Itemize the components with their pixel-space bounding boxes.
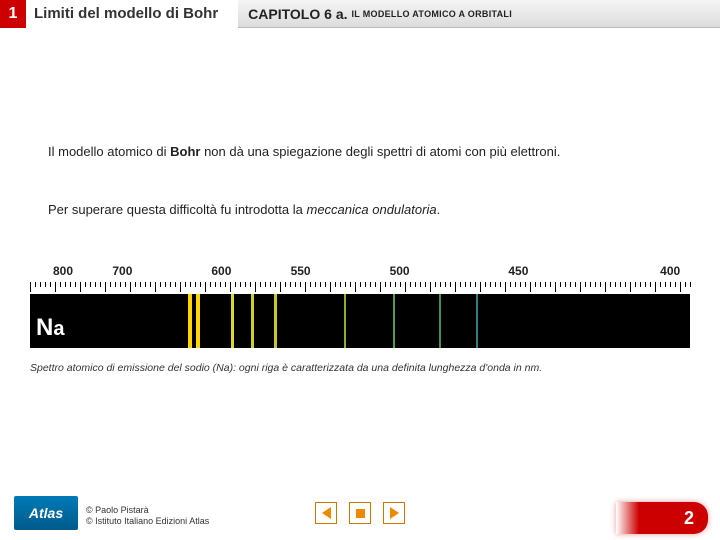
p2-pre: Per superare questa difficoltà fu introd… [48,202,306,217]
ruler-ticks [30,282,690,294]
section-title: Limiti del modello di Bohr [26,0,238,28]
body-content: Il modello atomico di Bohr non dà una sp… [0,143,720,219]
emission-spectrum: Na [30,282,690,348]
chapter-bar: CAPITOLO 6 a. IL MODELLO ATOMICO A ORBIT… [238,0,720,28]
emission-line [188,294,192,348]
slide-number: 2 [684,508,694,529]
chapter-label: CAPITOLO 6 a. [248,6,347,22]
wavelength-label: 450 [508,264,528,278]
wavelength-label: 400 [660,264,680,278]
stop-icon [356,509,365,518]
emission-line [393,294,395,348]
wavelength-labels: 800 700 600 550 500 450 400 [30,264,690,282]
ruler [30,282,690,294]
footer: Atlas © Paolo Pistarà © Istituto Italian… [0,490,720,534]
element-symbol: Na [36,314,64,342]
chapter-subtitle: IL MODELLO ATOMICO A ORBITALI [352,9,513,19]
emission-line [344,294,346,348]
emission-line [476,294,478,348]
emission-line [439,294,441,348]
p1-bold: Bohr [170,144,200,159]
nav-controls [315,502,405,524]
wavelength-label: 800 [53,264,73,278]
credit-line-2: © Istituto Italiano Edizioni Atlas [86,516,209,528]
emission-line [196,294,200,348]
paragraph-2: Per superare questa difficoltà fu introd… [48,201,672,219]
publisher-logo: Atlas [14,496,78,530]
emission-line [274,294,277,348]
arrow-right-icon [390,507,399,519]
figure-caption: Spettro atomico di emissione del sodio (… [0,362,720,374]
next-button[interactable] [383,502,405,524]
emission-line [231,294,234,348]
p1-pre: Il modello atomico di [48,144,170,159]
credit-line-1: © Paolo Pistarà [86,505,209,517]
slide-number-bg [616,502,708,534]
credits: © Paolo Pistarà © Istituto Italiano Ediz… [86,505,209,528]
p2-post: . [437,202,441,217]
p2-italic: meccanica ondulatoria [306,202,436,217]
wavelength-label: 550 [291,264,311,278]
slide-number-badge: 2 [616,502,708,534]
stop-button[interactable] [349,502,371,524]
section-number-box: 1 [0,0,26,28]
section-number: 1 [9,5,18,23]
wavelength-label: 700 [112,264,132,278]
arrow-left-icon [322,507,331,519]
prev-button[interactable] [315,502,337,524]
wavelength-label: 500 [390,264,410,278]
wavelength-label: 600 [211,264,231,278]
emission-line [251,294,254,348]
header-bar: 1 Limiti del modello di Bohr CAPITOLO 6 … [0,0,720,28]
spectrum-figure: 800 700 600 550 500 450 400 Na [0,264,720,348]
p1-post: non dà una spiegazione degli spettri di … [200,144,560,159]
paragraph-1: Il modello atomico di Bohr non dà una sp… [48,143,672,161]
